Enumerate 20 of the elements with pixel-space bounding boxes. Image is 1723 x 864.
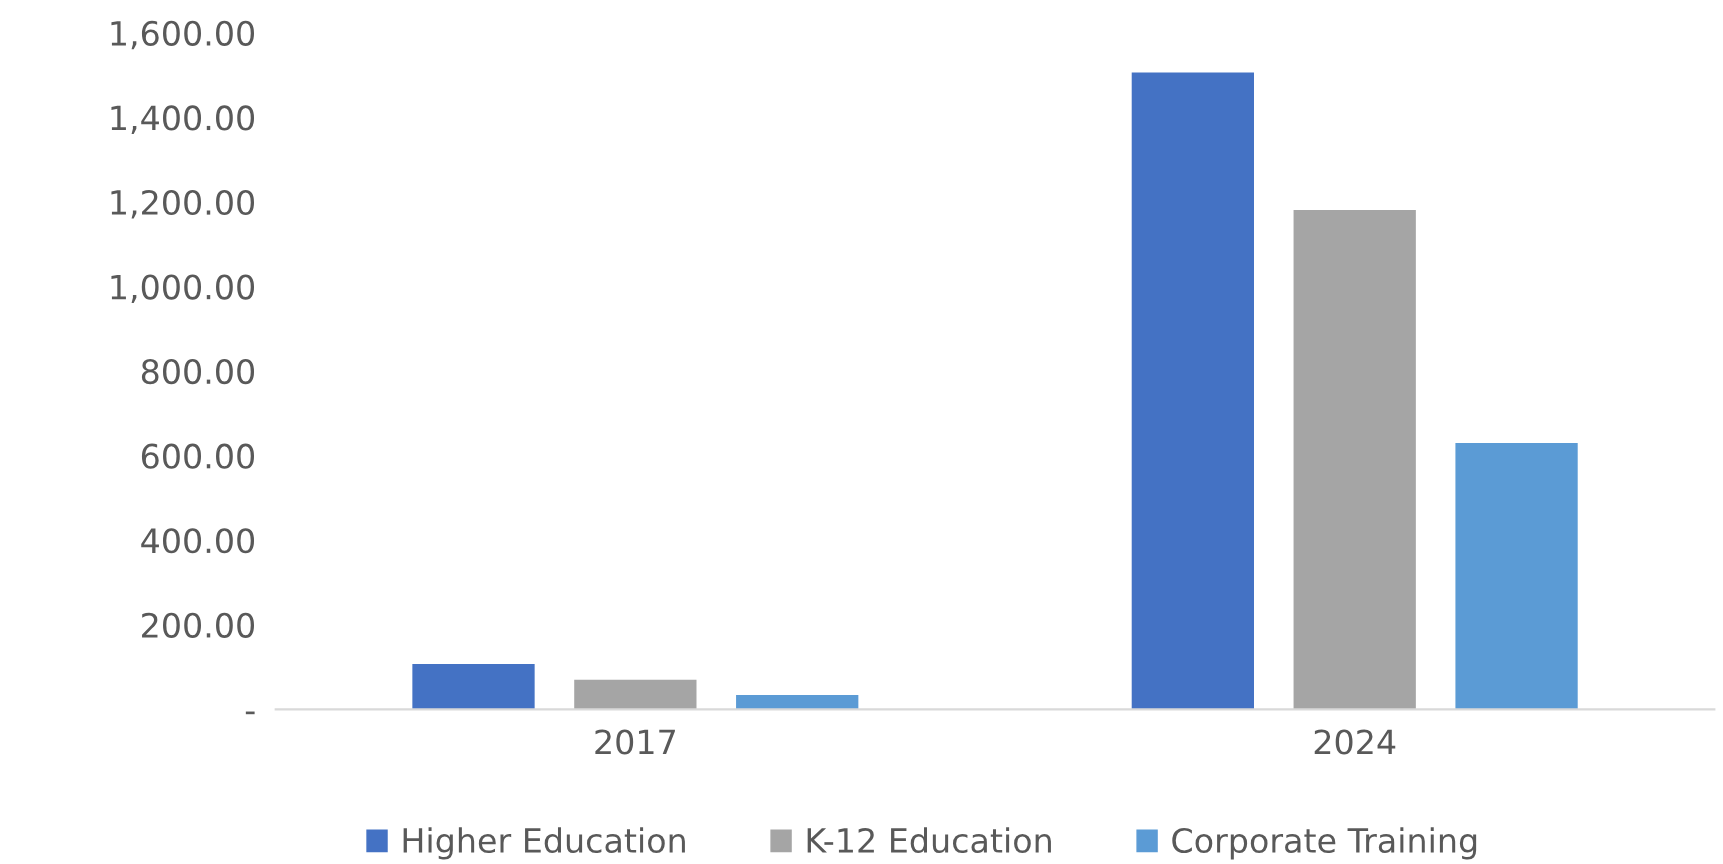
x-tick-label: 2017 xyxy=(595,729,675,755)
y-tick-label: 1,600.00 xyxy=(111,20,255,50)
y-tick-label: 1,200.00 xyxy=(111,189,255,219)
x-tick-label: 2024 xyxy=(1314,729,1396,755)
y-tick-label: 1,400.00 xyxy=(111,105,255,134)
bar xyxy=(412,664,535,710)
y-tick-label: 800.00 xyxy=(141,359,255,385)
bar xyxy=(1293,209,1416,710)
legend-label: Higher Education xyxy=(403,827,685,860)
bar xyxy=(736,694,859,710)
legend-label: K-12 Education xyxy=(807,827,1051,854)
bar xyxy=(1131,72,1254,710)
y-tick-label: 400.00 xyxy=(141,528,255,554)
y-tick-label: 1,000.00 xyxy=(111,274,255,304)
bar xyxy=(1455,442,1578,710)
y-tick-label: 600.00 xyxy=(141,443,255,469)
y-tick-label: 200.00 xyxy=(142,612,255,638)
bar xyxy=(574,679,697,710)
legend-label: Corporate Training xyxy=(1172,827,1477,860)
y-tick-label: - xyxy=(245,711,255,715)
